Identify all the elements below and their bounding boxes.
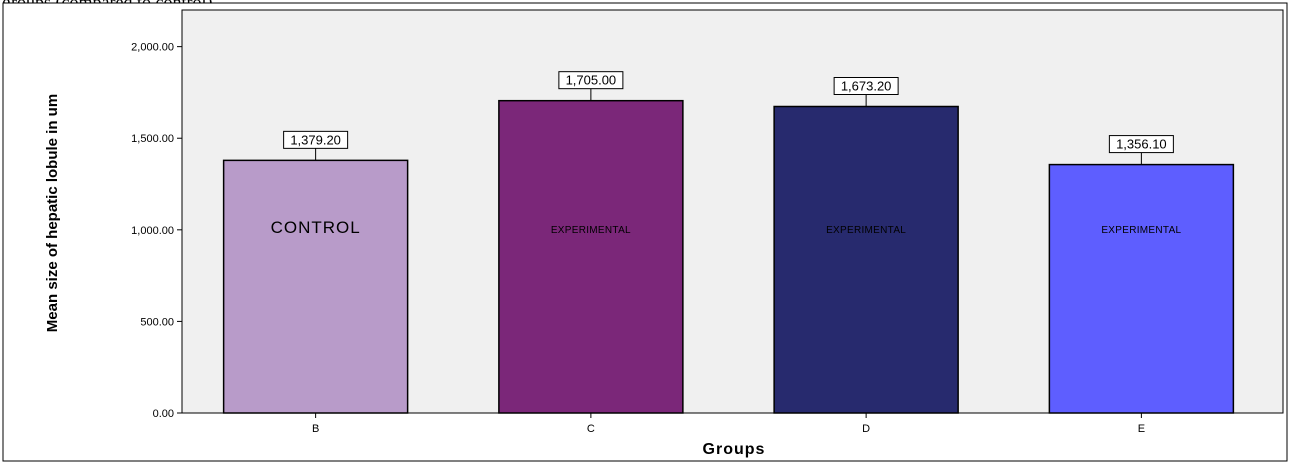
y-tick-label: 1,500.00: [131, 133, 174, 145]
x-tick-label: D: [862, 423, 870, 435]
x-tick-label: C: [587, 423, 595, 435]
value-label-box: [1108, 135, 1174, 154]
bar-b: [222, 159, 409, 414]
bar-text: EXPERIMENTAL: [551, 225, 631, 236]
x-axis-title: Groups: [703, 441, 766, 458]
value-label-box: [558, 71, 624, 90]
y-tick-label: 1,000.00: [131, 225, 174, 237]
value-label-box: [833, 77, 899, 96]
x-axis: B C D E: [312, 413, 1145, 435]
bar-e: [1048, 163, 1235, 414]
value-label: 1,673.20: [841, 79, 892, 94]
y-tick-label: 500.00: [140, 316, 174, 328]
bar-text: EXPERIMENTAL: [826, 225, 906, 236]
y-tick-label: 2,000.00: [131, 42, 174, 54]
bar-text: CONTROL: [271, 218, 361, 237]
bar-text: EXPERIMENTAL: [1101, 225, 1181, 236]
value-label: 1,356.10: [1116, 137, 1167, 152]
y-axis-title: Mean size of hepatic lobule in um: [44, 94, 61, 332]
value-label: 1,379.20: [290, 132, 341, 147]
bars: CONTROL 1,379.20 EXPERIMENTAL 1,705.00 EXPER…: [222, 71, 1235, 414]
bar-c: [498, 99, 684, 414]
bar-d: [773, 105, 959, 414]
value-label: 1,705.00: [566, 73, 617, 88]
value-label-box: [283, 130, 349, 149]
x-tick-label: E: [1138, 423, 1145, 435]
x-tick-label: B: [312, 423, 319, 435]
y-axis: 0.00 500.00 1,000.00 1,500.00 2,000.00: [131, 42, 182, 420]
y-tick-label: 0.00: [153, 408, 174, 420]
